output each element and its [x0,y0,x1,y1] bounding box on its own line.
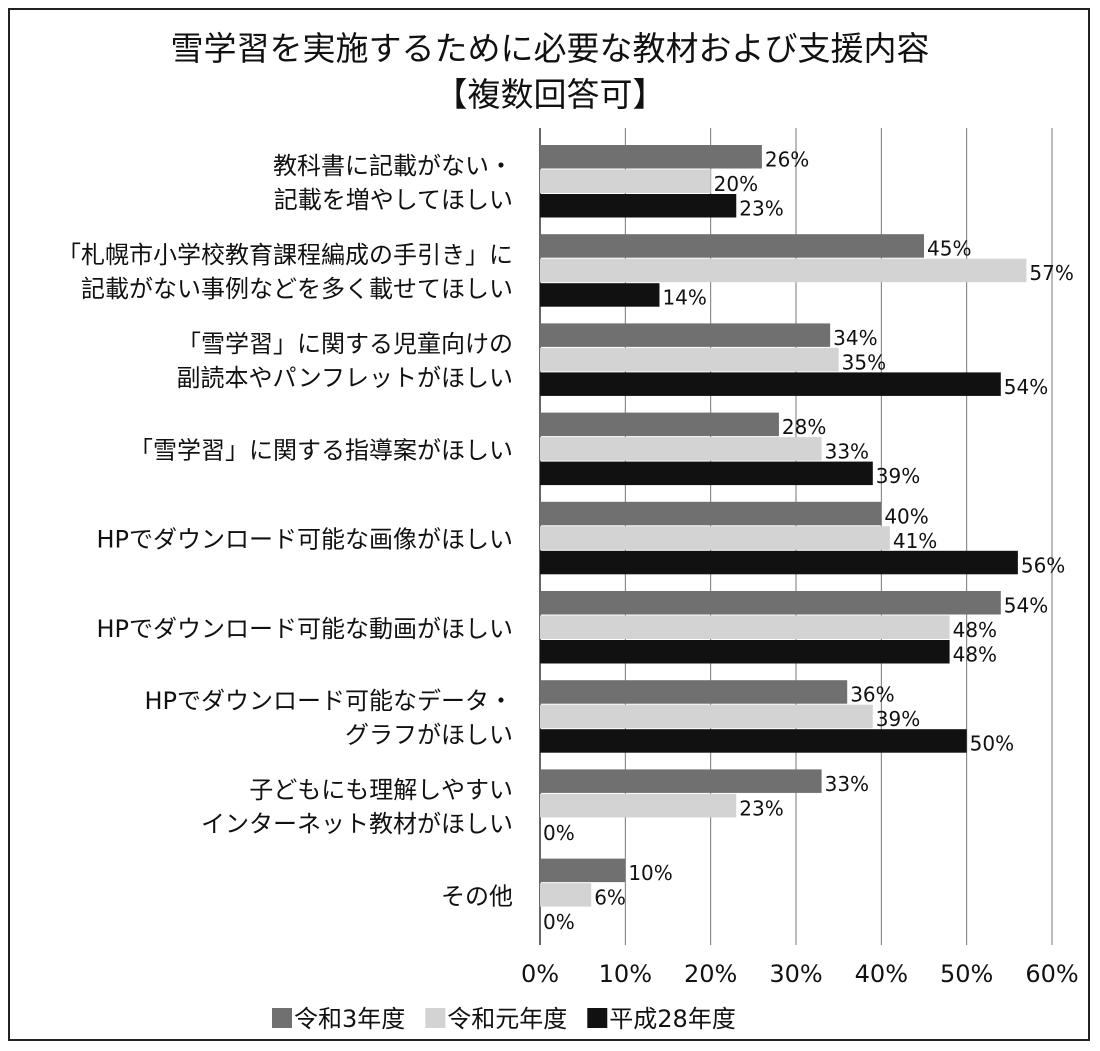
bar [540,615,950,639]
bar [540,550,1018,575]
bar [540,793,737,818]
bar [540,347,839,372]
legend-swatch [425,1008,446,1028]
bar [540,283,660,307]
data-label: 34% [833,326,877,350]
bar [540,145,762,169]
data-label: 10% [628,861,672,885]
x-tick-label: 50% [940,960,993,988]
category-label: HPでダウンロード可能なデータ・ [144,687,513,715]
data-label: 57% [1029,261,1073,285]
legend-swatch [587,1008,608,1028]
category-label: グラフがほしい [345,721,513,749]
legend-label: 平成28年度 [609,1005,736,1033]
bar [540,729,967,753]
x-tick-label: 40% [855,960,908,988]
category-label: インターネット教材がほしい [201,810,513,838]
bar [540,169,711,193]
data-label: 33% [825,440,869,464]
category-label: HPでダウンロード可能な動画がほしい [96,615,513,643]
data-label: 39% [876,464,920,488]
legend-swatch [272,1008,292,1028]
data-label: 0% [543,821,575,845]
category-label: 子どもにも理解しやすい [249,776,513,804]
data-label: 23% [739,197,783,221]
data-label: 50% [970,732,1014,756]
data-label: 0% [543,910,575,934]
data-label: 35% [842,350,886,374]
category-label: HPでダウンロード可能な画像がほしい [96,526,513,554]
x-tick-label: 0% [521,960,559,988]
data-label: 14% [662,286,706,310]
category-label: 記載を増やしてほしい [274,186,513,214]
bar [540,461,873,486]
data-label: 54% [1004,594,1048,618]
data-label: 48% [953,643,997,667]
data-label: 45% [927,237,971,261]
data-label: 33% [825,772,869,796]
data-label: 26% [765,148,809,172]
data-label: 28% [782,415,826,439]
bar [540,704,873,729]
bar [540,412,779,437]
chart-frame [8,8,1090,1041]
category-label: 副読本やパンフレットがほしい [177,364,513,392]
category-label: その他 [441,882,513,910]
category-label: 教科書に記載がない・ [273,152,513,180]
bar [540,258,1027,283]
x-tick-label: 20% [684,960,737,988]
data-label: 56% [1021,553,1065,577]
data-label: 36% [850,683,894,707]
bar [540,526,890,550]
bar [540,591,1001,615]
category-label: 「札幌市小学校教育課程編成の手引き」に [57,241,513,269]
bar [540,858,626,883]
x-tick-label: 30% [769,960,822,988]
x-tick-label: 10% [599,960,652,988]
legend-label: 令和3年度 [294,1005,405,1033]
bar [540,501,882,526]
chart-subtitle: 【複数回答可】 [434,75,666,114]
data-label: 41% [893,529,937,553]
bar [540,372,1001,396]
data-label: 48% [953,618,997,642]
category-label: 「雪学習」に関する児童向けの [177,330,513,358]
bar [540,323,831,347]
bar [540,680,848,704]
data-label: 39% [876,707,920,731]
bar [540,640,950,664]
bar [540,437,822,461]
bar [540,883,592,907]
data-label: 40% [884,504,928,528]
category-label: 記載がない事例などを多く載せてほしい [81,275,513,303]
category-label: 「雪学習」に関する指導案がほしい [129,436,513,464]
bar [540,194,737,218]
data-label: 20% [714,172,758,196]
legend-label: 令和元年度 [447,1005,567,1033]
data-label: 6% [594,886,626,910]
data-label: 54% [1004,375,1048,399]
bar [540,234,924,258]
x-tick-label: 60% [1025,960,1078,988]
data-label: 23% [739,796,783,820]
bar [540,769,822,793]
chart-title: 雪学習を実施するために必要な教材および支援内容 [170,29,930,68]
